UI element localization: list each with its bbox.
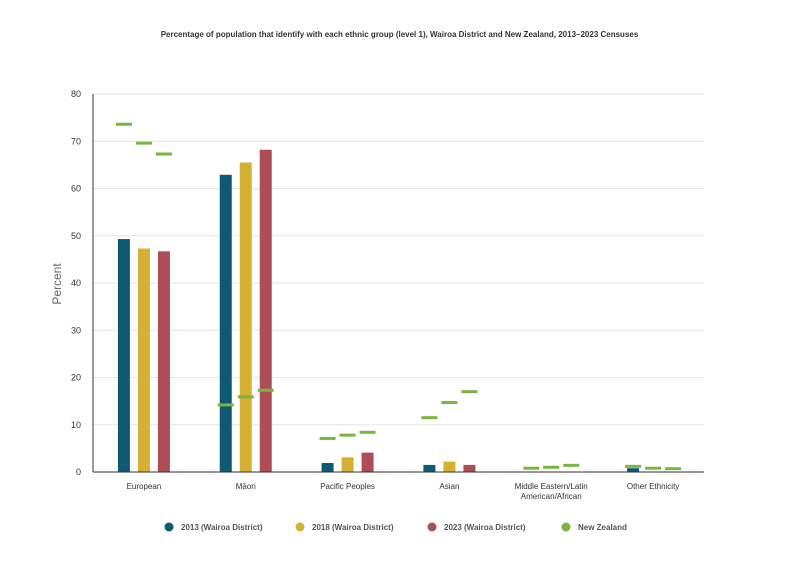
y-tick-label: 0 — [76, 467, 81, 477]
new-zealand-marker — [543, 465, 560, 469]
new-zealand-marker — [563, 463, 580, 467]
y-tick-label: 80 — [71, 89, 81, 99]
legend-label: 2018 (Wairoa District) — [312, 523, 394, 532]
legend-label: 2013 (Wairoa District) — [181, 523, 263, 532]
x-axis-categories: European Māori Pacific Peoples Asian Middle … — [127, 482, 680, 501]
x-category-label: Māori — [236, 482, 256, 491]
legend-swatch — [295, 522, 305, 532]
bar — [463, 464, 476, 472]
bar — [341, 457, 354, 472]
new-zealand-marker — [155, 152, 172, 156]
bar — [423, 464, 436, 472]
y-tick-label: 10 — [71, 420, 81, 430]
x-category-label: Middle Eastern/Latin American/African — [515, 482, 588, 501]
bar — [117, 239, 130, 472]
y-tick-label: 20 — [71, 373, 81, 383]
x-category-label-line: Asian — [439, 482, 459, 491]
legend-swatch — [164, 522, 174, 532]
bars — [117, 149, 640, 473]
y-tick-label: 30 — [71, 325, 81, 335]
y-tick-label: 50 — [71, 231, 81, 241]
new-zealand-marker — [339, 433, 356, 437]
bar — [137, 248, 150, 472]
x-category-label: Pacific Peoples — [320, 482, 375, 491]
new-zealand-marker — [237, 395, 254, 399]
y-tick-label: 40 — [71, 278, 81, 288]
legend-swatch — [427, 522, 437, 532]
bar — [443, 461, 456, 472]
x-category-label: European — [127, 482, 162, 491]
y-tick-label: 60 — [71, 184, 81, 194]
bar — [361, 452, 374, 472]
x-category-label-line: Pacific Peoples — [320, 482, 375, 491]
bar — [239, 162, 252, 472]
bar — [219, 174, 232, 473]
new-zealand-markers — [115, 122, 682, 471]
new-zealand-marker — [217, 403, 234, 407]
legend-label: New Zealand — [578, 523, 627, 532]
new-zealand-marker — [359, 430, 376, 434]
x-category-label-line: Other Ethnicity — [627, 482, 679, 491]
new-zealand-marker — [461, 390, 478, 394]
y-axis-ticks: 0 10 20 30 40 50 60 70 80 — [71, 89, 81, 477]
new-zealand-marker — [115, 122, 132, 126]
x-category-label: Other Ethnicity — [627, 482, 679, 491]
grid-lines — [93, 93, 704, 426]
new-zealand-marker — [645, 466, 662, 470]
bar — [321, 463, 334, 472]
new-zealand-marker — [441, 401, 458, 405]
new-zealand-marker — [625, 464, 642, 468]
legend-swatch — [561, 522, 571, 532]
legend: 2013 (Wairoa District) 2018 (Wairoa Distr… — [164, 522, 627, 532]
bar — [627, 468, 640, 472]
x-category-label: Asian — [439, 482, 459, 491]
y-axis-label: Percent — [50, 263, 64, 305]
new-zealand-marker — [319, 436, 336, 440]
x-category-label-line: Middle Eastern/Latin — [515, 482, 588, 491]
x-category-label-line: Māori — [236, 482, 256, 491]
new-zealand-marker — [257, 388, 274, 392]
chart-title: Percentage of population that identify w… — [160, 30, 639, 39]
new-zealand-marker — [421, 416, 438, 420]
new-zealand-marker — [523, 466, 540, 470]
new-zealand-marker — [665, 467, 682, 471]
bar — [259, 149, 272, 472]
x-category-label-line: American/African — [521, 492, 582, 501]
x-category-label-line: European — [127, 482, 162, 491]
y-tick-label: 70 — [71, 136, 81, 146]
bar — [157, 251, 170, 472]
legend-label: 2023 (Wairoa District) — [444, 523, 526, 532]
new-zealand-marker — [135, 141, 152, 145]
